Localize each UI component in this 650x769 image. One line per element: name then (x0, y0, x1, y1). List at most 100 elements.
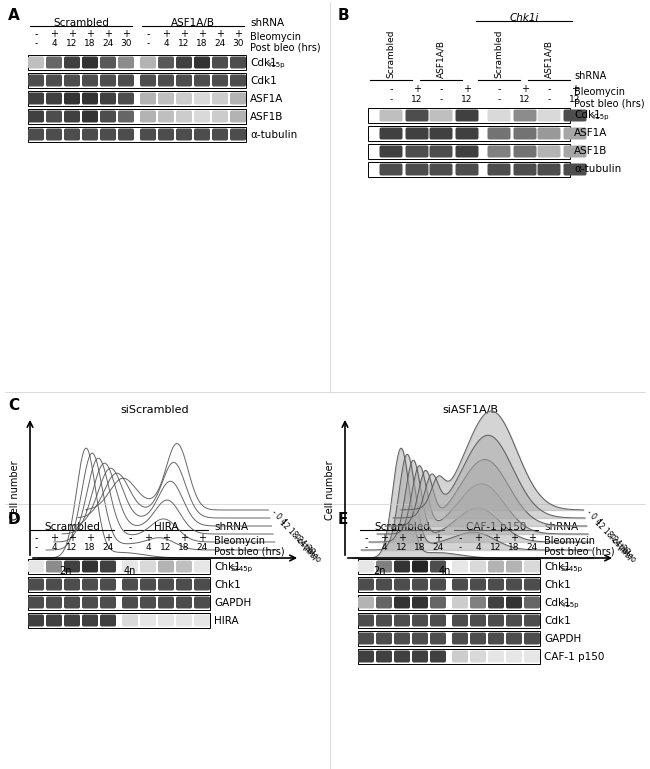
FancyBboxPatch shape (452, 632, 468, 644)
FancyBboxPatch shape (100, 614, 116, 627)
FancyBboxPatch shape (456, 128, 478, 139)
Text: -: - (128, 533, 132, 543)
FancyBboxPatch shape (118, 128, 134, 141)
Text: Scrambled: Scrambled (374, 522, 430, 532)
Text: Cdk1: Cdk1 (544, 615, 571, 625)
FancyBboxPatch shape (488, 614, 504, 627)
FancyBboxPatch shape (28, 578, 44, 591)
FancyBboxPatch shape (506, 632, 522, 644)
FancyBboxPatch shape (176, 128, 192, 141)
FancyBboxPatch shape (46, 92, 62, 105)
FancyBboxPatch shape (394, 651, 410, 663)
FancyBboxPatch shape (64, 614, 80, 627)
Text: -: - (497, 84, 500, 94)
Text: Y15p: Y15p (591, 115, 608, 121)
Bar (28, 91, 246, 106)
Text: ASF1B: ASF1B (574, 147, 607, 157)
FancyBboxPatch shape (100, 92, 116, 105)
Text: α-tubulin: α-tubulin (250, 129, 297, 139)
FancyBboxPatch shape (470, 651, 486, 663)
Text: 12: 12 (66, 543, 78, 552)
Bar (358, 577, 540, 592)
FancyBboxPatch shape (100, 75, 116, 86)
Text: Cdk1: Cdk1 (250, 58, 277, 68)
Text: -: - (146, 39, 150, 48)
Bar (28, 109, 246, 124)
Text: CAF-1 p150: CAF-1 p150 (466, 522, 526, 532)
FancyBboxPatch shape (64, 56, 80, 68)
Bar (28, 127, 246, 142)
Text: Bleomycin: Bleomycin (214, 536, 265, 546)
FancyBboxPatch shape (456, 109, 478, 122)
Text: +: + (180, 29, 188, 39)
FancyBboxPatch shape (28, 56, 44, 68)
FancyBboxPatch shape (158, 111, 174, 122)
FancyBboxPatch shape (176, 614, 192, 627)
Text: -: - (34, 29, 38, 39)
FancyBboxPatch shape (230, 75, 246, 86)
Text: Post bleo (hrs): Post bleo (hrs) (574, 98, 645, 108)
FancyBboxPatch shape (394, 561, 410, 572)
Bar (368, 162, 570, 177)
FancyBboxPatch shape (28, 597, 44, 608)
FancyBboxPatch shape (140, 561, 156, 572)
FancyBboxPatch shape (358, 651, 374, 663)
FancyBboxPatch shape (82, 561, 98, 572)
FancyBboxPatch shape (194, 578, 210, 591)
Text: S345p: S345p (231, 565, 253, 571)
Text: -: - (34, 543, 38, 552)
FancyBboxPatch shape (456, 145, 478, 158)
FancyBboxPatch shape (376, 578, 392, 591)
FancyBboxPatch shape (122, 578, 138, 591)
FancyBboxPatch shape (358, 578, 374, 591)
Text: -: - (129, 543, 131, 552)
Text: 24: 24 (214, 39, 226, 48)
FancyBboxPatch shape (46, 128, 62, 141)
Bar (358, 559, 540, 574)
Text: shRNA: shRNA (250, 18, 284, 28)
Text: 24: 24 (103, 543, 114, 552)
Text: -: - (364, 533, 368, 543)
Text: 12 18 24 30: 12 18 24 30 (278, 518, 317, 557)
Text: 4: 4 (51, 543, 57, 552)
Text: -: - (458, 533, 462, 543)
FancyBboxPatch shape (564, 128, 586, 139)
Text: +: + (50, 533, 58, 543)
Text: 2n: 2n (58, 566, 72, 576)
FancyBboxPatch shape (118, 56, 134, 68)
Text: 12: 12 (569, 95, 580, 104)
FancyBboxPatch shape (212, 111, 228, 122)
FancyBboxPatch shape (524, 597, 540, 608)
Text: -: - (389, 95, 393, 104)
FancyBboxPatch shape (430, 651, 446, 663)
Text: +: + (413, 84, 421, 94)
FancyBboxPatch shape (470, 614, 486, 627)
FancyBboxPatch shape (506, 651, 522, 663)
Bar (28, 577, 210, 592)
Text: ASF1A: ASF1A (250, 94, 283, 104)
Text: +: + (528, 533, 536, 543)
FancyBboxPatch shape (176, 578, 192, 591)
FancyBboxPatch shape (452, 614, 468, 627)
FancyBboxPatch shape (358, 614, 374, 627)
Text: +: + (398, 533, 406, 543)
FancyBboxPatch shape (194, 75, 210, 86)
Text: +: + (510, 533, 518, 543)
FancyBboxPatch shape (412, 597, 428, 608)
FancyBboxPatch shape (452, 578, 468, 591)
FancyBboxPatch shape (430, 109, 452, 122)
FancyBboxPatch shape (394, 597, 410, 608)
FancyBboxPatch shape (158, 128, 174, 141)
Text: - 0 4: - 0 4 (270, 508, 289, 527)
FancyBboxPatch shape (212, 128, 228, 141)
FancyBboxPatch shape (376, 614, 392, 627)
FancyBboxPatch shape (176, 561, 192, 572)
Text: +: + (180, 533, 188, 543)
Text: B: B (338, 8, 350, 23)
Text: Y15p: Y15p (266, 62, 284, 68)
FancyBboxPatch shape (524, 632, 540, 644)
Text: +: + (198, 533, 206, 543)
FancyBboxPatch shape (488, 651, 504, 663)
Text: -: - (365, 543, 368, 552)
Text: +: + (216, 29, 224, 39)
